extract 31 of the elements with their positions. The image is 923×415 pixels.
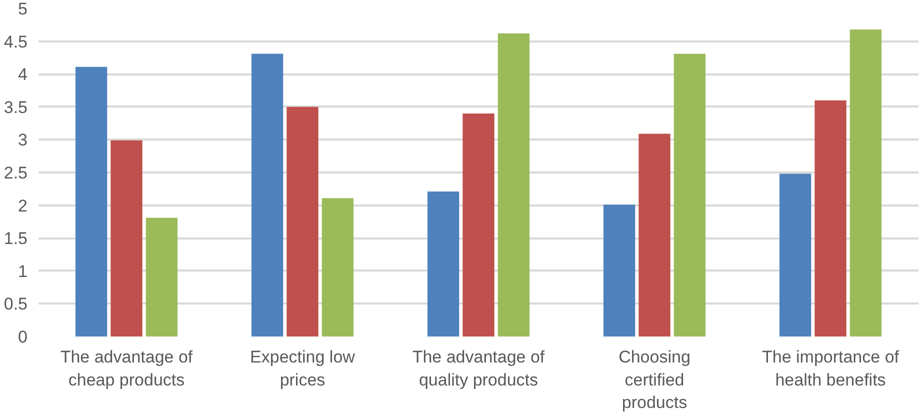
bar (75, 66, 108, 336)
x-tick-label: Choosing certified products (618, 348, 690, 412)
bar (286, 106, 318, 336)
y-tick-label: 4.5 (4, 32, 28, 52)
x-tick-label: The advantage of quality products (412, 348, 545, 390)
bar (427, 192, 460, 336)
y-tick-label: 2.5 (4, 164, 28, 182)
bar (498, 33, 530, 336)
x-tick-label: The importance of health benefits (762, 348, 900, 390)
bar (322, 198, 354, 336)
bar (674, 54, 706, 336)
y-tick-label: 1.5 (4, 229, 28, 248)
y-tick-label: 0.5 (4, 294, 28, 314)
y-tick-label: 5 (18, 0, 28, 18)
x-tick-label: The advantage of cheap products (60, 348, 193, 390)
bar (638, 134, 670, 336)
bar (462, 113, 494, 336)
bar (110, 140, 142, 336)
y-tick-label: 1 (18, 262, 28, 281)
x-tick-label: Expecting low prices (250, 348, 356, 390)
y-tick-label: 4 (18, 65, 28, 84)
bar (779, 174, 812, 336)
bar (251, 54, 284, 336)
bar (814, 100, 846, 336)
y-tick-label: 2 (18, 196, 28, 216)
y-tick-label: 0 (18, 328, 28, 346)
bar (603, 204, 636, 336)
y-tick-label: 3 (18, 130, 28, 150)
bar (850, 29, 882, 336)
bar (146, 218, 178, 336)
y-tick-label: 3.5 (4, 98, 28, 117)
